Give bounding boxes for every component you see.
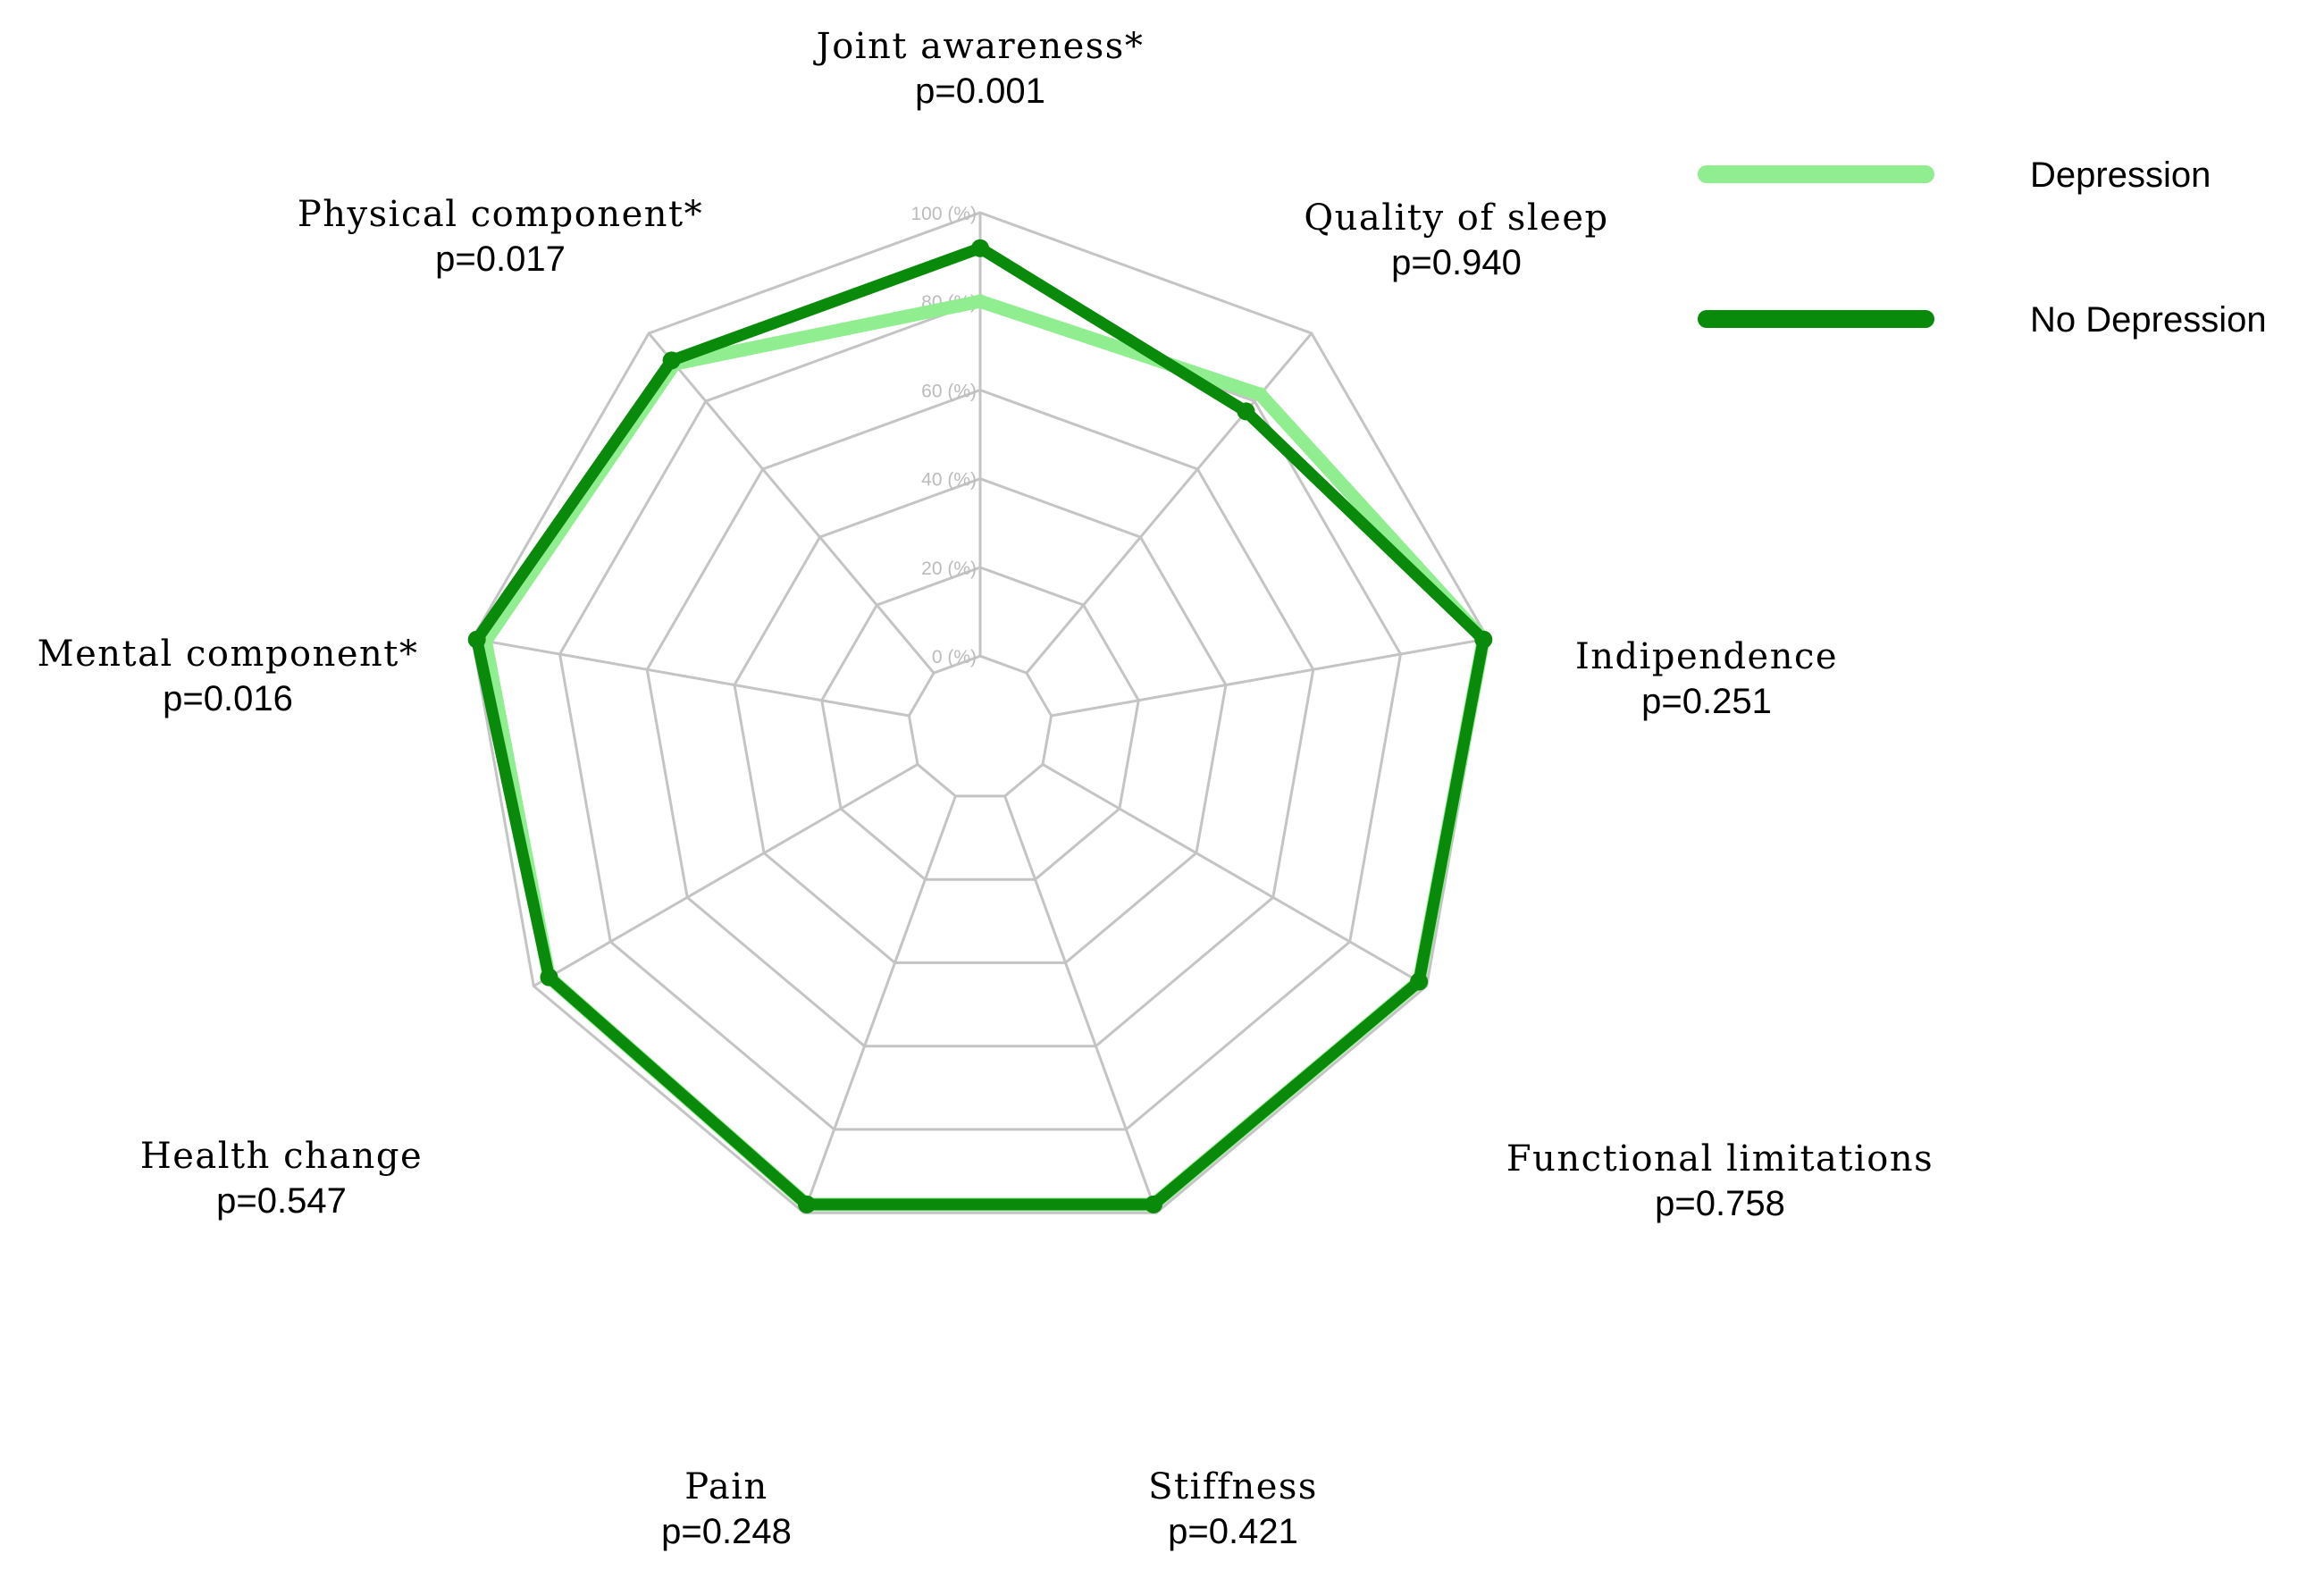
axis-label-group: Quality of sleep p=0.940	[1304, 197, 1608, 282]
series-0	[478, 294, 1491, 1212]
axis-labels: Joint awareness*p=0.001 Quality of sleep p…	[38, 26, 1934, 1551]
grid-ring-5	[471, 211, 1489, 1214]
data-point	[973, 294, 987, 309]
axis-p-value: p=0.758	[1655, 1184, 1785, 1223]
grid-spoke-2	[1051, 637, 1489, 718]
axis-name: Quality of sleep	[1304, 197, 1608, 239]
axis-name: Pain	[684, 1466, 768, 1507]
tick-label: 60 (%)	[921, 381, 977, 401]
axis-p-value: p=0.017	[435, 239, 566, 279]
data-point	[1474, 630, 1493, 649]
tick-label: 40 (%)	[921, 470, 977, 491]
data-point	[1237, 402, 1255, 421]
grid-spoke-6	[533, 763, 919, 987]
axis-label-group: Pain p=0.248	[661, 1466, 792, 1551]
legend-label: Depression	[2030, 155, 2211, 195]
grid-ring-1	[820, 566, 1140, 881]
axis-name: Mental component*	[38, 634, 419, 675]
axis-p-value: p=0.016	[163, 679, 293, 718]
data-point	[971, 239, 989, 257]
data-point	[467, 630, 486, 649]
series-line	[478, 294, 1490, 1212]
axis-label-group: Mental component* p=0.016	[38, 634, 419, 718]
axis-p-value: p=0.547	[216, 1181, 347, 1221]
axis-label-group: Stiffness p=0.421	[1148, 1466, 1318, 1551]
grid-ring-2	[733, 477, 1228, 964]
series-1	[467, 239, 1493, 1213]
radar-grid	[471, 211, 1489, 1214]
data-point	[540, 968, 558, 987]
axis-label-group: Functional limitations p=0.758	[1506, 1138, 1934, 1223]
series-layer	[467, 239, 1493, 1213]
legend-label: No Depression	[2030, 300, 2267, 340]
grid-spoke-7	[472, 637, 910, 718]
tick-label: 100 (%)	[910, 204, 977, 224]
axis-name: Joint awareness*	[813, 26, 1145, 67]
data-point	[662, 351, 681, 370]
grid-ring-4	[558, 299, 1403, 1131]
grid-ring-0	[907, 654, 1053, 798]
data-point	[1253, 387, 1268, 402]
axis-label-group: Joint awareness*p=0.001	[813, 26, 1145, 111]
grid-spoke-1	[1025, 332, 1313, 675]
tick-label: 0 (%)	[932, 647, 977, 668]
axis-name: Indipendence	[1575, 636, 1838, 677]
grid-spoke-4	[1003, 795, 1158, 1213]
grid-spoke-3	[1042, 763, 1428, 987]
grid-spoke-5	[802, 795, 957, 1213]
axis-label-group: Indipendence p=0.251	[1575, 636, 1838, 721]
axis-p-value: p=0.940	[1391, 243, 1522, 282]
axis-name: Physical component*	[298, 194, 703, 235]
legend: Depression No Depression	[1698, 155, 2267, 340]
legend-item: No Depression	[1698, 300, 2267, 340]
data-point	[798, 1195, 816, 1213]
axis-p-value: p=0.001	[915, 71, 1045, 111]
tick-label: 20 (%)	[921, 558, 977, 579]
legend-item: Depression	[1698, 155, 2211, 195]
axis-name: Health change	[140, 1136, 423, 1177]
grid-spoke-8	[647, 332, 935, 675]
axis-p-value: p=0.248	[661, 1512, 792, 1551]
data-point	[1410, 972, 1429, 991]
grid-ring-3	[645, 388, 1315, 1048]
data-point	[1145, 1195, 1162, 1213]
axis-p-value: p=0.421	[1168, 1512, 1298, 1551]
axis-name: Functional limitations	[1506, 1138, 1934, 1180]
series-line	[471, 242, 1489, 1211]
axis-p-value: p=0.251	[1641, 682, 1772, 721]
axis-name: Stiffness	[1148, 1466, 1318, 1507]
axis-label-group: Physical component*p=0.017	[298, 194, 703, 279]
